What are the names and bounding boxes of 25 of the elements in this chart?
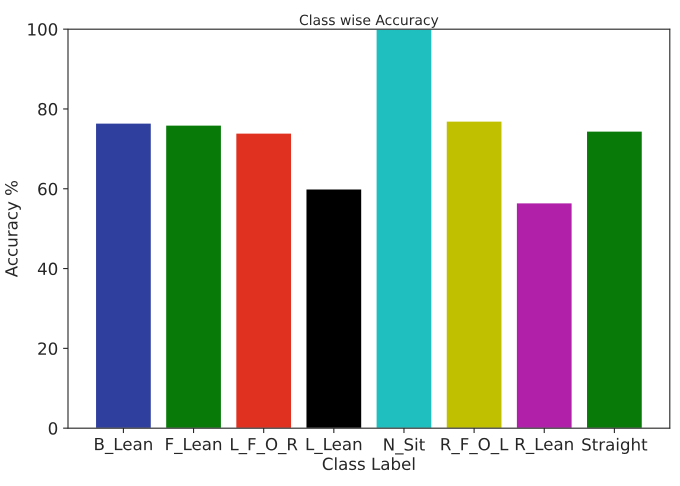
bar bbox=[164, 124, 222, 428]
x-axis-title: Class Label bbox=[322, 457, 414, 470]
y-tick-label: 60 bbox=[38, 182, 58, 196]
bar bbox=[234, 132, 292, 428]
y-axis-title: Accuracy % bbox=[5, 180, 21, 278]
chart-title: Class wise Accuracy bbox=[300, 14, 438, 28]
y-tick-label: 100 bbox=[28, 23, 58, 36]
y-tick-label: 40 bbox=[38, 262, 58, 276]
bar bbox=[375, 29, 433, 428]
bar bbox=[586, 130, 644, 428]
bar bbox=[94, 122, 152, 428]
x-tick-label: R_Lean bbox=[516, 438, 573, 454]
bar bbox=[445, 120, 503, 428]
x-tick-label: N_Sit bbox=[384, 438, 425, 454]
y-tick-label: 80 bbox=[38, 102, 58, 116]
x-tick-label: B_Lean bbox=[95, 438, 152, 454]
x-tick-label: L_F_O_R bbox=[231, 438, 298, 454]
x-tick-label: L_Lean bbox=[306, 438, 362, 454]
x-tick-label: Straight bbox=[582, 438, 648, 454]
bar bbox=[516, 202, 573, 428]
y-tick-label: 20 bbox=[38, 342, 58, 355]
x-tick-label: F_Lean bbox=[166, 438, 222, 454]
y-tick-label: 0 bbox=[48, 422, 58, 435]
x-tick-label: R_F_O_L bbox=[441, 438, 508, 454]
bar bbox=[305, 188, 363, 428]
